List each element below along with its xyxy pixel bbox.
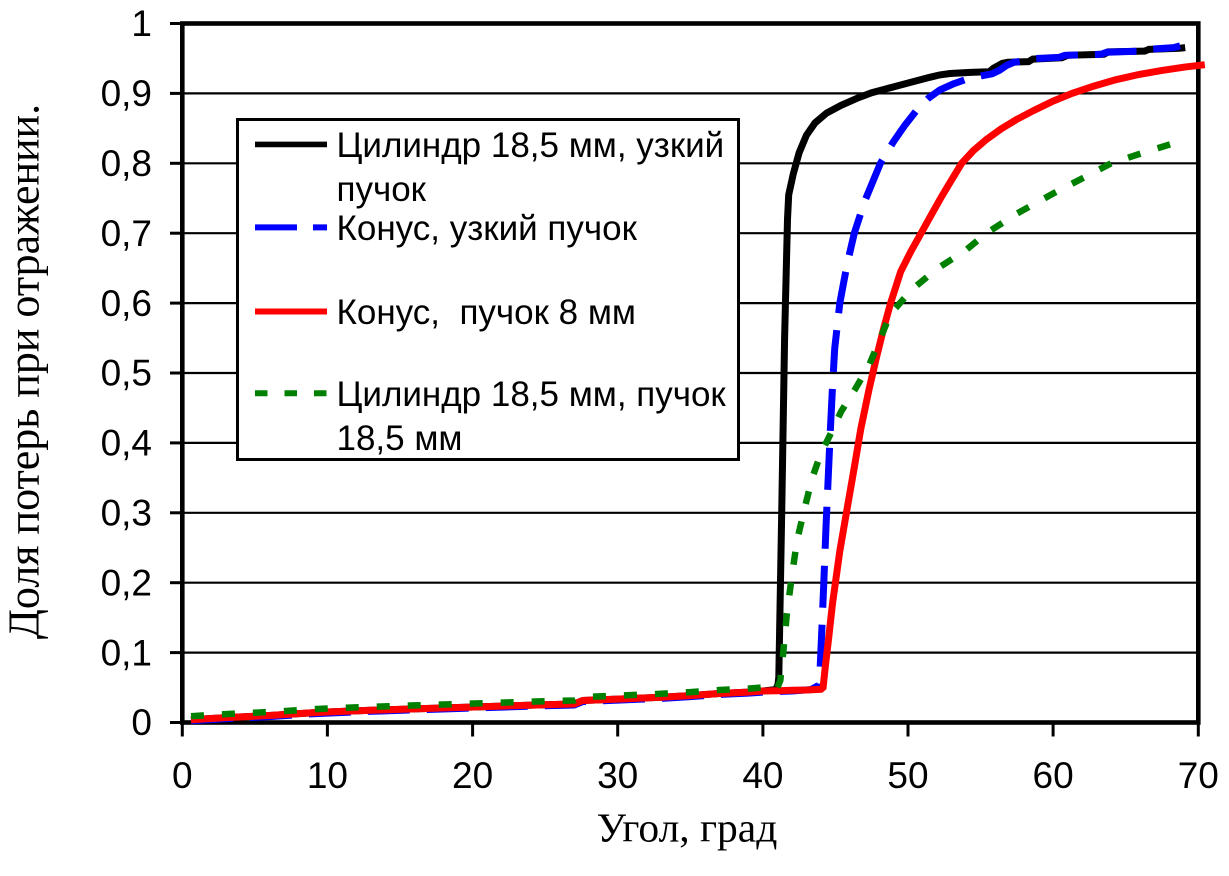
svg-text:Угол, град: Угол, град (597, 805, 778, 851)
svg-text:0,9: 0,9 (101, 73, 152, 114)
svg-text:0,6: 0,6 (101, 283, 152, 324)
svg-text:Цилиндр 18,5 мм, пучок: Цилиндр 18,5 мм, пучок (337, 375, 727, 414)
svg-text:Доля потерь при отражении.: Доля потерь при отражении. (0, 104, 49, 639)
svg-text:20: 20 (452, 755, 493, 796)
svg-text:0: 0 (131, 702, 152, 743)
svg-text:18,5 мм: 18,5 мм (337, 419, 463, 458)
svg-text:0,4: 0,4 (101, 423, 152, 464)
svg-text:50: 50 (887, 755, 928, 796)
svg-text:пучок: пучок (337, 170, 427, 209)
svg-text:Цилиндр 18,5 мм, узкий: Цилиндр 18,5 мм, узкий (337, 126, 725, 165)
svg-text:0,2: 0,2 (101, 562, 152, 603)
svg-text:70: 70 (1178, 755, 1219, 796)
svg-text:0,1: 0,1 (101, 632, 152, 673)
svg-text:0,8: 0,8 (101, 143, 152, 184)
svg-text:1: 1 (131, 3, 152, 44)
svg-text:Конус, узкий пучок: Конус, узкий пучок (337, 209, 638, 248)
svg-text:0,3: 0,3 (101, 493, 152, 534)
svg-text:60: 60 (1033, 755, 1074, 796)
svg-text:10: 10 (307, 755, 348, 796)
svg-text:30: 30 (597, 755, 638, 796)
svg-text:0,7: 0,7 (101, 213, 152, 254)
svg-text:0,5: 0,5 (101, 353, 152, 394)
svg-text:0: 0 (172, 755, 193, 796)
svg-text:Конус, пучок 8 мм: Конус, пучок 8 мм (337, 293, 636, 332)
svg-text:40: 40 (742, 755, 783, 796)
